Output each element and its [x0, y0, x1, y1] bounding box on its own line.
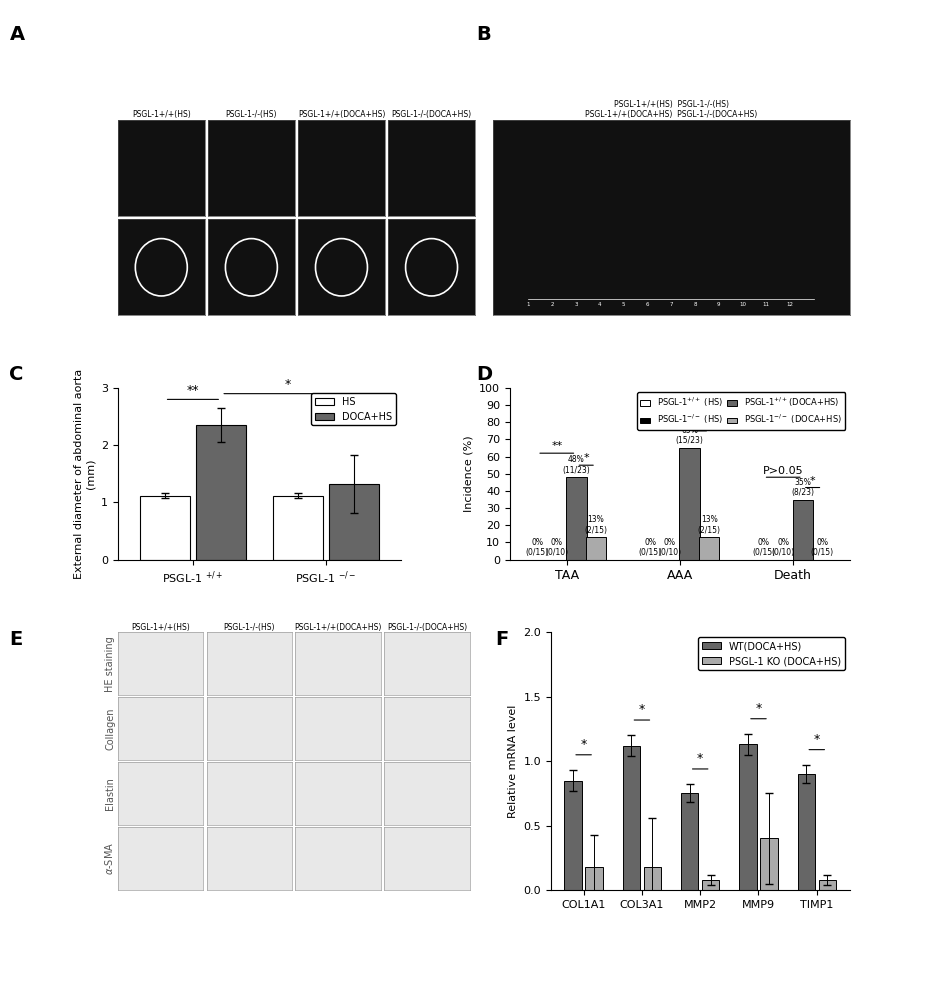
Text: E: E	[9, 630, 23, 649]
Y-axis label: HE staining: HE staining	[105, 636, 115, 692]
Text: 65%
(15/23): 65% (15/23)	[676, 426, 703, 445]
Text: 0%
(0/15): 0% (0/15)	[811, 538, 834, 557]
Text: *: *	[285, 378, 291, 391]
Title: PSGL-1-/-(DOCA+HS): PSGL-1-/-(DOCA+HS)	[392, 110, 472, 119]
Bar	[702, 880, 719, 890]
Bar	[681, 793, 699, 890]
Text: F: F	[496, 630, 509, 649]
Text: P>0.05: P>0.05	[763, 466, 803, 476]
Legend: HS, DOCA+HS: HS, DOCA+HS	[311, 393, 396, 425]
Text: *: *	[583, 453, 589, 463]
Text: 13%
(2/15): 13% (2/15)	[584, 515, 608, 535]
Text: *: *	[755, 702, 762, 715]
Text: ***: ***	[662, 407, 679, 417]
Text: B: B	[477, 25, 492, 44]
Text: 9: 9	[717, 302, 720, 307]
Text: 13%
(2/15): 13% (2/15)	[698, 515, 720, 535]
Bar	[680, 448, 700, 560]
Bar	[140, 496, 190, 560]
Bar	[793, 500, 813, 560]
Title: PSGL-1+/+(DOCA+HS): PSGL-1+/+(DOCA+HS)	[295, 623, 381, 632]
Bar	[700, 537, 719, 560]
Bar	[565, 781, 582, 890]
Title: PSGL-1+/+(HS)  PSGL-1-/-(HS)
PSGL-1+/+(DOCA+HS)  PSGL-1-/-(DOCA+HS): PSGL-1+/+(HS) PSGL-1-/-(HS) PSGL-1+/+(DO…	[585, 100, 757, 119]
Text: 5: 5	[622, 302, 625, 307]
Text: **: **	[187, 384, 199, 397]
Text: **: **	[551, 441, 563, 451]
Text: 35%
(8/23): 35% (8/23)	[791, 478, 815, 497]
Y-axis label: Collagen: Collagen	[105, 707, 115, 750]
Bar	[585, 867, 603, 890]
Bar	[818, 880, 836, 890]
Text: 0%
(0/10): 0% (0/10)	[546, 538, 568, 557]
Text: 7: 7	[669, 302, 673, 307]
Bar	[760, 838, 778, 890]
Title: PSGL-1-/-(HS): PSGL-1-/-(HS)	[226, 110, 278, 119]
Text: A: A	[9, 25, 25, 44]
Bar	[196, 425, 246, 560]
Bar	[798, 774, 815, 890]
Bar	[739, 744, 757, 890]
Text: 3: 3	[574, 302, 578, 307]
Y-axis label: Elastin: Elastin	[105, 777, 115, 810]
Legend: WT(DOCA+HS), PSGL-1 KO (DOCA+HS): WT(DOCA+HS), PSGL-1 KO (DOCA+HS)	[698, 637, 845, 670]
Text: 4: 4	[598, 302, 601, 307]
Text: 6: 6	[646, 302, 649, 307]
Text: C: C	[9, 365, 24, 384]
Text: 0%
(0/15): 0% (0/15)	[752, 538, 775, 557]
Text: *: *	[639, 703, 645, 716]
Title: PSGL-1-/-(DOCA+HS): PSGL-1-/-(DOCA+HS)	[387, 623, 467, 632]
Text: *: *	[697, 752, 703, 765]
Text: *: *	[814, 733, 820, 746]
Y-axis label: $\alpha$-SMA: $\alpha$-SMA	[103, 842, 115, 875]
Bar	[566, 477, 586, 560]
Bar	[586, 537, 606, 560]
Bar	[329, 484, 379, 560]
Y-axis label: Relative mRNA level: Relative mRNA level	[508, 705, 517, 818]
Text: *: *	[581, 738, 587, 751]
Text: 48%
(11/23): 48% (11/23)	[563, 455, 590, 475]
Text: D: D	[477, 365, 493, 384]
Title: PSGL-1-/-(HS): PSGL-1-/-(HS)	[224, 623, 275, 632]
Text: 11: 11	[763, 302, 769, 307]
Text: 1: 1	[527, 302, 531, 307]
Title: PSGL-1+/+(HS): PSGL-1+/+(HS)	[131, 623, 190, 632]
Bar	[273, 496, 323, 560]
Text: *: *	[810, 476, 816, 486]
Y-axis label: External diameter of abdominal aorta
(mm): External diameter of abdominal aorta (mm…	[74, 369, 95, 579]
Text: 0%
(0/15): 0% (0/15)	[639, 538, 662, 557]
Legend: PSGL-1$^{+/+}$ (HS), PSGL-1$^{-/-}$ (HS), PSGL-1$^{+/+}$(DOCA+HS), PSGL-1$^{-/-}: PSGL-1$^{+/+}$ (HS), PSGL-1$^{-/-}$ (HS)…	[637, 392, 846, 430]
Text: 10: 10	[739, 302, 746, 307]
Text: 0%
(0/15): 0% (0/15)	[526, 538, 548, 557]
Bar	[644, 867, 661, 890]
Y-axis label: Incidence (%): Incidence (%)	[464, 435, 474, 512]
Title: PSGL-1+/+(DOCA+HS): PSGL-1+/+(DOCA+HS)	[297, 110, 385, 119]
Text: 0%
(0/10): 0% (0/10)	[771, 538, 795, 557]
Text: 12: 12	[786, 302, 794, 307]
Text: 2: 2	[550, 302, 554, 307]
Text: 0%
(0/10): 0% (0/10)	[658, 538, 682, 557]
Text: **: **	[694, 419, 705, 429]
Title: PSGL-1+/+(HS): PSGL-1+/+(HS)	[132, 110, 191, 119]
Text: 8: 8	[693, 302, 697, 307]
Bar	[623, 746, 640, 890]
